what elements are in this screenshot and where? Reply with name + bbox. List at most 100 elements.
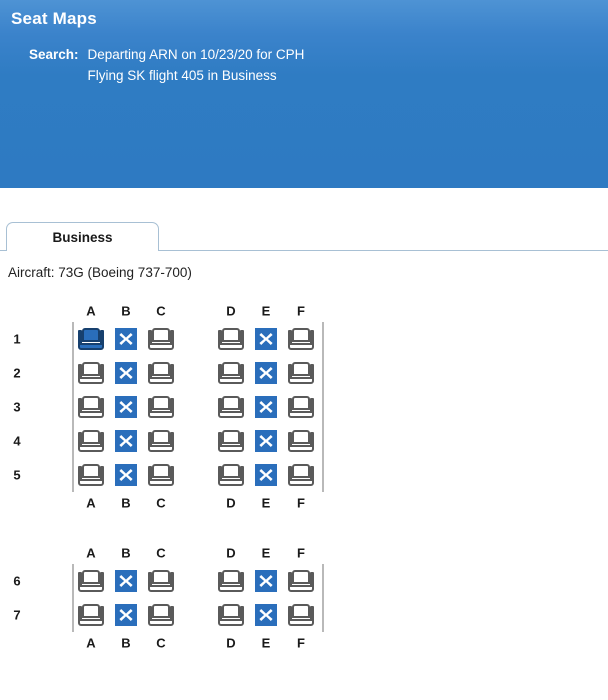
seat-occupied-x-icon <box>255 328 277 350</box>
seat-6C[interactable] <box>148 569 174 593</box>
seat-4A[interactable] <box>78 429 104 453</box>
seat-occupied-x-icon <box>115 464 137 486</box>
seat-available-icon <box>78 603 104 627</box>
column-header-row-top-1: A B C D E F <box>0 300 608 322</box>
tab-strip: Business <box>0 222 608 251</box>
seat-available-icon <box>288 569 314 593</box>
seat-4C[interactable] <box>148 429 174 453</box>
seat-5B[interactable] <box>113 463 139 487</box>
column-letter-C: C <box>156 303 166 319</box>
seat-row-1: 1 <box>0 322 608 356</box>
cabin-wall-right <box>322 564 324 632</box>
column-letter-F: F <box>297 545 305 561</box>
seat-2F[interactable] <box>288 361 314 385</box>
seat-5F[interactable] <box>288 463 314 487</box>
seat-row-2: 2 <box>0 356 608 390</box>
seat-available-icon <box>148 361 174 385</box>
column-letter-A: A <box>86 303 96 319</box>
seat-4B[interactable] <box>113 429 139 453</box>
seat-occupied-x-icon <box>115 396 137 418</box>
seat-2B[interactable] <box>113 361 139 385</box>
seat-5A[interactable] <box>78 463 104 487</box>
seat-1C[interactable] <box>148 327 174 351</box>
seat-available-icon <box>148 327 174 351</box>
cabin-wall-left <box>72 322 74 492</box>
column-letter-A: A <box>86 495 96 511</box>
seat-1E[interactable] <box>253 327 279 351</box>
seat-4D[interactable] <box>218 429 244 453</box>
seat-available-icon <box>78 429 104 453</box>
seat-7B[interactable] <box>113 603 139 627</box>
seat-available-icon <box>288 429 314 453</box>
cabin-wall-right <box>322 322 324 492</box>
seat-6F[interactable] <box>288 569 314 593</box>
seat-3E[interactable] <box>253 395 279 419</box>
seat-row-6: 6 <box>0 564 608 598</box>
seat-5D[interactable] <box>218 463 244 487</box>
row-number-5: 5 <box>13 467 21 483</box>
seat-occupied-x-icon <box>255 396 277 418</box>
seat-1D[interactable] <box>218 327 244 351</box>
column-letter-D: D <box>226 495 236 511</box>
seat-occupied-x-icon <box>255 362 277 384</box>
column-header-row-bottom-1: A B C D E F <box>0 492 608 514</box>
seat-6E[interactable] <box>253 569 279 593</box>
seat-3A[interactable] <box>78 395 104 419</box>
column-letter-A: A <box>86 635 96 651</box>
seat-3F[interactable] <box>288 395 314 419</box>
seat-2C[interactable] <box>148 361 174 385</box>
seat-1A[interactable] <box>78 327 104 351</box>
seat-1B[interactable] <box>113 327 139 351</box>
seat-5C[interactable] <box>148 463 174 487</box>
row-number-1: 1 <box>13 331 21 347</box>
column-letter-F: F <box>297 635 305 651</box>
seat-5E[interactable] <box>253 463 279 487</box>
column-letter-E: E <box>261 303 271 319</box>
seat-row-7: 7 <box>0 598 608 632</box>
column-letter-E: E <box>261 545 271 561</box>
seat-available-icon <box>148 569 174 593</box>
cabin-block-1: A B C D E F 1 2 3 4 5 A B C D E F <box>0 300 608 514</box>
seat-available-icon <box>218 429 244 453</box>
search-summary: Search: Departing ARN on 10/23/20 for CP… <box>29 44 304 86</box>
seat-6B[interactable] <box>113 569 139 593</box>
seat-available-icon <box>218 327 244 351</box>
seat-6D[interactable] <box>218 569 244 593</box>
seat-1F[interactable] <box>288 327 314 351</box>
seat-4E[interactable] <box>253 429 279 453</box>
search-label: Search: <box>29 47 79 62</box>
seat-3D[interactable] <box>218 395 244 419</box>
seat-occupied-x-icon <box>115 430 137 452</box>
seat-7E[interactable] <box>253 603 279 627</box>
seat-3C[interactable] <box>148 395 174 419</box>
seat-available-icon <box>288 463 314 487</box>
row-number-3: 3 <box>13 399 21 415</box>
seat-3B[interactable] <box>113 395 139 419</box>
aircraft-info: Aircraft: 73G (Boeing 737-700) <box>8 265 192 280</box>
seat-7F[interactable] <box>288 603 314 627</box>
seat-occupied-x-icon <box>115 328 137 350</box>
column-letter-E: E <box>261 635 271 651</box>
seat-7C[interactable] <box>148 603 174 627</box>
column-letter-B: B <box>121 545 131 561</box>
seat-row-3: 3 <box>0 390 608 424</box>
seat-2E[interactable] <box>253 361 279 385</box>
column-letter-C: C <box>156 635 166 651</box>
seat-7A[interactable] <box>78 603 104 627</box>
seat-4F[interactable] <box>288 429 314 453</box>
seat-2A[interactable] <box>78 361 104 385</box>
page-title: Seat Maps <box>11 9 97 28</box>
seat-6A[interactable] <box>78 569 104 593</box>
column-header-row-bottom-2: A B C D E F <box>0 632 608 654</box>
seat-7D[interactable] <box>218 603 244 627</box>
seat-2D[interactable] <box>218 361 244 385</box>
search-criteria: Departing ARN on 10/23/20 for CPH Flying… <box>88 44 305 86</box>
column-letter-D: D <box>226 303 236 319</box>
seat-available-icon <box>78 361 104 385</box>
seat-available-icon <box>78 463 104 487</box>
seat-occupied-x-icon <box>255 604 277 626</box>
tab-business[interactable]: Business <box>6 222 159 251</box>
seat-available-icon <box>288 361 314 385</box>
